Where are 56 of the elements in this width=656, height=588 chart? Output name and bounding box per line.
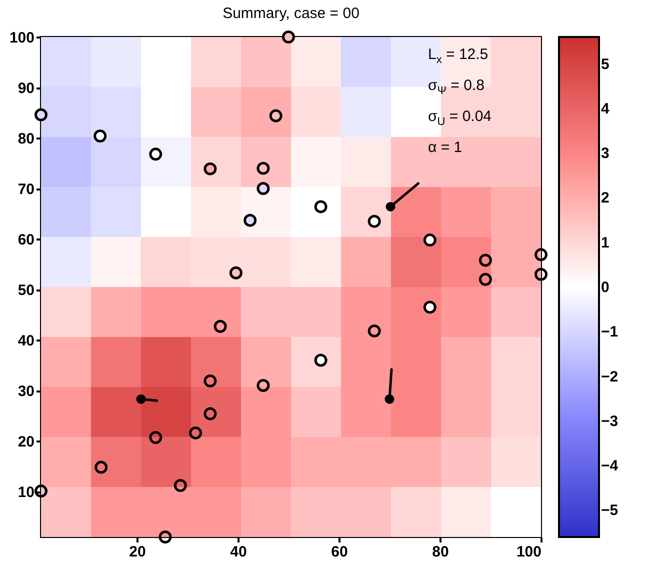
y-tick-label: 60 xyxy=(18,232,34,249)
point xyxy=(94,130,107,142)
y-tick-label: 20 xyxy=(18,434,34,451)
color-bar-label: 2 xyxy=(601,190,610,207)
x-tick-label: 80 xyxy=(432,544,449,560)
point xyxy=(229,266,242,280)
y-tick-label: 10 xyxy=(18,484,34,502)
chart-title: Summary, case = 00 xyxy=(222,4,360,22)
color-bar-label: 3 xyxy=(601,145,610,162)
y-tick-label: 30 xyxy=(18,383,34,400)
x-tick-label: 60 xyxy=(331,544,348,560)
color-bar-label: −2 xyxy=(601,368,618,386)
point xyxy=(149,148,162,161)
annotation: α = 1 xyxy=(428,138,464,158)
x-tick-label: 40 xyxy=(230,544,247,560)
color-bar-label: −1 xyxy=(601,324,618,341)
point xyxy=(534,268,548,281)
point xyxy=(534,248,548,262)
point xyxy=(174,479,187,492)
point xyxy=(214,320,227,333)
point xyxy=(368,324,381,338)
point xyxy=(204,374,217,388)
point xyxy=(158,530,172,544)
point xyxy=(189,426,202,440)
y-tick-label: 100 xyxy=(9,30,34,46)
color-bar-label: 1 xyxy=(601,234,610,252)
color-bar-label: −4 xyxy=(601,458,619,475)
color-bar-label: 5 xyxy=(601,56,610,73)
x-tick-label: 100 xyxy=(516,544,542,560)
annotation: L$_{x}$ = 12.5 xyxy=(428,45,490,68)
point xyxy=(256,182,270,195)
point xyxy=(256,379,270,392)
point xyxy=(478,272,492,286)
point xyxy=(269,109,282,122)
y-tick-label: 90 xyxy=(18,80,34,98)
point xyxy=(282,30,295,44)
point xyxy=(34,484,48,498)
y-tick-label: 70 xyxy=(18,181,34,198)
point xyxy=(423,300,436,314)
color-bar-label: −5 xyxy=(601,502,618,520)
point xyxy=(368,214,381,228)
color-bar-label: −3 xyxy=(601,412,618,430)
point xyxy=(478,254,492,267)
y-tick-label: 50 xyxy=(18,282,34,300)
point xyxy=(149,431,162,444)
point xyxy=(34,108,48,122)
point xyxy=(94,460,108,474)
color-bar-label: 4 xyxy=(601,100,610,118)
point xyxy=(423,234,436,247)
annotation: σ$_{U}$ = 0.04 xyxy=(428,107,492,130)
color-bar-label: 0 xyxy=(601,279,610,296)
y-tick-label: 80 xyxy=(18,130,34,148)
annotation: σ$_{Ψ}$ = 0.8 xyxy=(428,76,486,99)
y-tick-label: 40 xyxy=(18,332,34,350)
point xyxy=(244,214,257,227)
x-tick-label: 20 xyxy=(129,544,146,560)
